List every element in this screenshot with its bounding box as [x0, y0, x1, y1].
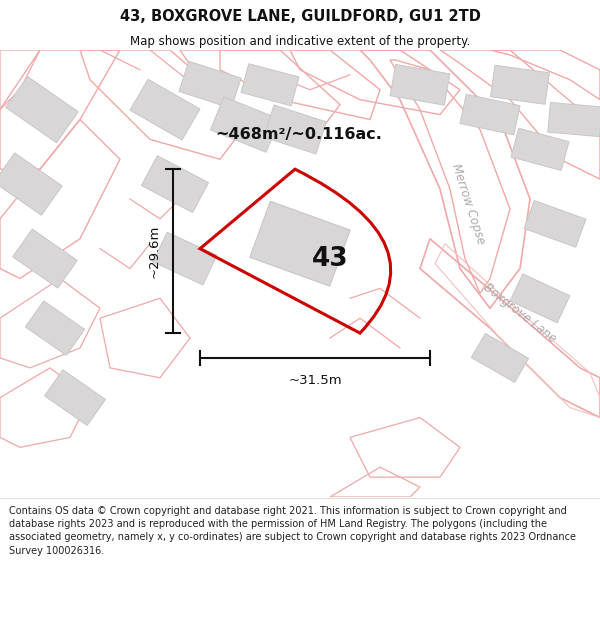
Polygon shape	[241, 64, 299, 106]
Text: Map shows position and indicative extent of the property.: Map shows position and indicative extent…	[130, 35, 470, 48]
Polygon shape	[390, 64, 450, 105]
Text: 43: 43	[311, 246, 349, 272]
Text: ~29.6m: ~29.6m	[148, 224, 161, 278]
Text: Merrow Copse: Merrow Copse	[449, 162, 487, 246]
Polygon shape	[491, 65, 550, 104]
Text: Contains OS data © Crown copyright and database right 2021. This information is : Contains OS data © Crown copyright and d…	[9, 506, 576, 556]
Polygon shape	[179, 61, 241, 108]
Polygon shape	[25, 301, 85, 356]
Polygon shape	[510, 274, 570, 322]
Polygon shape	[511, 128, 569, 171]
Polygon shape	[548, 102, 600, 137]
Text: ~31.5m: ~31.5m	[288, 374, 342, 387]
Polygon shape	[130, 79, 200, 140]
Polygon shape	[460, 94, 520, 135]
Polygon shape	[263, 105, 326, 154]
Polygon shape	[6, 76, 78, 142]
Polygon shape	[472, 334, 529, 382]
Text: 43, BOXGROVE LANE, GUILDFORD, GU1 2TD: 43, BOXGROVE LANE, GUILDFORD, GU1 2TD	[119, 9, 481, 24]
Polygon shape	[0, 153, 62, 215]
Polygon shape	[142, 156, 209, 212]
Text: ~468m²/~0.116ac.: ~468m²/~0.116ac.	[215, 127, 382, 142]
Polygon shape	[250, 201, 350, 286]
Polygon shape	[211, 97, 280, 152]
Polygon shape	[153, 232, 217, 285]
Polygon shape	[13, 229, 77, 288]
Polygon shape	[44, 370, 106, 426]
Text: Boxgrove Lane: Boxgrove Lane	[481, 281, 559, 346]
Polygon shape	[524, 201, 586, 247]
